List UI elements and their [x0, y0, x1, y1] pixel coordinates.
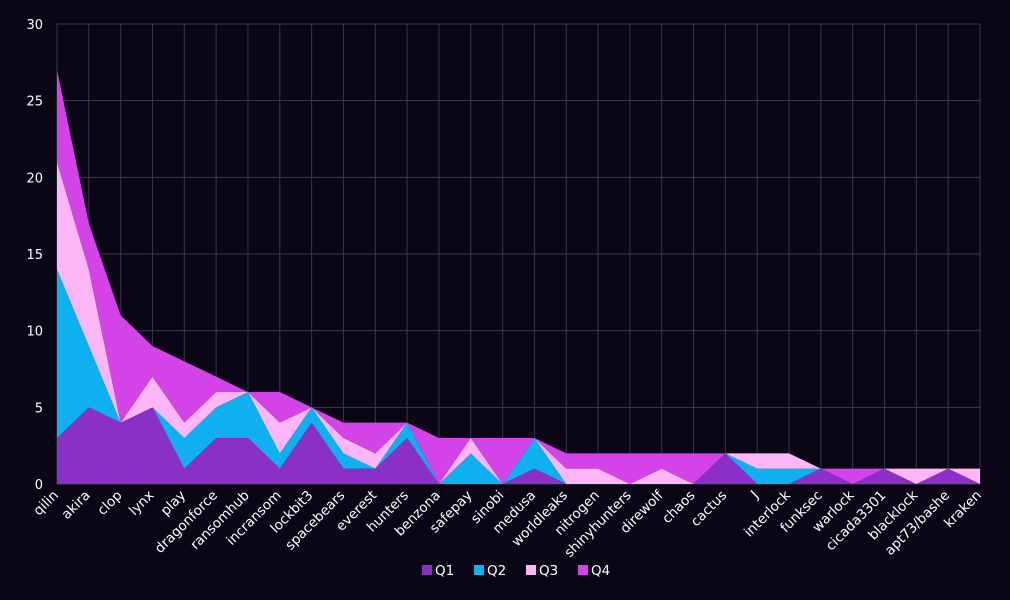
legend-label-q3: Q3: [539, 563, 558, 579]
y-tick-label: 20: [26, 171, 43, 186]
area-q1: [57, 407, 980, 484]
y-tick-label: 30: [26, 18, 43, 33]
x-tick-label: lynx: [126, 488, 157, 519]
y-tick-label: 10: [26, 325, 43, 340]
y-tick-label: 5: [35, 401, 43, 416]
x-tick-label: J: [747, 488, 762, 503]
legend-swatch-q1: [422, 565, 432, 575]
x-tick-label: cactus: [688, 488, 730, 530]
legend-label-q4: Q4: [591, 563, 610, 579]
y-axis-ticks: 0 5 10 15 20 25 30: [26, 18, 43, 493]
x-tick-label: clop: [94, 488, 125, 519]
legend-label-q1: Q1: [435, 563, 454, 579]
plot-areas: [57, 70, 980, 484]
legend-swatch-q4: [578, 565, 588, 575]
legend: Q1 Q2 Q3 Q4: [422, 563, 610, 579]
y-tick-label: 0: [35, 478, 43, 493]
x-tick-label: akira: [59, 488, 94, 523]
legend-label-q2: Q2: [487, 563, 506, 579]
y-tick-label: 25: [26, 95, 43, 110]
legend-swatch-q2: [474, 565, 484, 575]
legend-swatch-q3: [526, 565, 536, 575]
y-tick-label: 15: [26, 248, 43, 263]
